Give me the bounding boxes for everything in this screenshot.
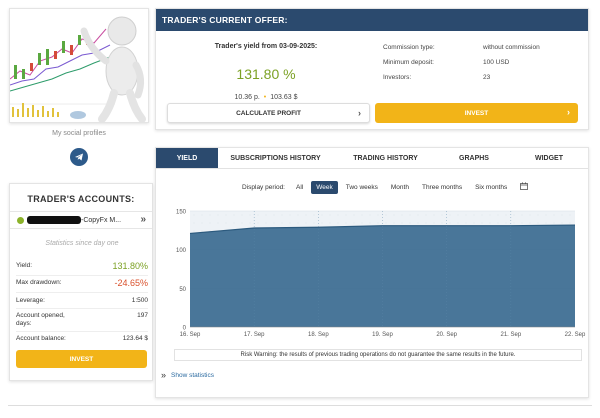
x-tick-label: 19. Sep bbox=[372, 332, 393, 338]
yield-area bbox=[190, 225, 575, 327]
detail-label: Investors: bbox=[383, 74, 412, 81]
social-profiles-label: My social profiles bbox=[52, 130, 106, 137]
x-tick-label: 17. Sep bbox=[244, 332, 265, 338]
accounts-title: TRADER'S ACCOUNTS: bbox=[27, 194, 135, 204]
account-opened-days-value: 197 bbox=[137, 312, 148, 319]
risk-warning: Risk Warning: the results of previous tr… bbox=[174, 349, 582, 361]
chevron-right-icon: › bbox=[358, 108, 361, 118]
trader-avatar-image bbox=[10, 9, 148, 122]
show-statistics-link[interactable]: » Show statistics bbox=[161, 370, 214, 380]
yield-value: 131.80% bbox=[112, 261, 148, 271]
detail-label: Commission type: bbox=[383, 44, 435, 51]
trader-avatar-card bbox=[9, 8, 149, 123]
account-balance-value: 123.64 $ bbox=[122, 335, 148, 342]
period-all[interactable]: All bbox=[296, 183, 304, 191]
yield-subvalues: 10.36 p. • 103.63 $ bbox=[156, 94, 376, 101]
calculate-profit-button[interactable]: CALCULATE PROFIT › bbox=[167, 103, 370, 123]
account-selector[interactable]: -CopyFx M... » bbox=[10, 211, 152, 229]
y-tick-label: 150 bbox=[176, 210, 187, 216]
commission-type-value: without commission bbox=[483, 44, 540, 51]
invest-label: INVEST bbox=[464, 109, 489, 117]
x-tick-label: 16. Sep bbox=[180, 332, 201, 338]
yield-value: 131.80 % bbox=[236, 66, 296, 82]
period-month[interactable]: Month bbox=[390, 183, 409, 191]
display-period-label: Display period: bbox=[242, 183, 285, 191]
show-statistics-label: Show statistics bbox=[171, 371, 215, 379]
chevron-right-icon: › bbox=[567, 107, 570, 117]
y-tick-label: 50 bbox=[179, 287, 186, 293]
period-three-months[interactable]: Three months bbox=[421, 183, 463, 191]
double-chevron-right-icon: » bbox=[161, 370, 167, 380]
leverage-value: 1:500 bbox=[131, 297, 148, 304]
calculate-profit-label: CALCULATE PROFIT bbox=[236, 109, 301, 117]
display-period-selector: Display period: All Week Two weeks Month… bbox=[242, 179, 536, 195]
calendar-icon[interactable] bbox=[515, 179, 533, 195]
y-tick-label: 100 bbox=[176, 248, 187, 254]
statistics-tabs-card: YIELD SUBSCRIPTIONS HISTORY TRADING HIST… bbox=[155, 147, 589, 398]
x-tick-label: 20. Sep bbox=[436, 332, 457, 338]
account-name: -CopyFx M... bbox=[81, 216, 122, 224]
invest-button[interactable]: INVEST bbox=[16, 350, 147, 368]
period-week[interactable]: Week bbox=[311, 180, 338, 194]
stat-label: Account balance: bbox=[16, 335, 66, 342]
trader-accounts-card: TRADER'S ACCOUNTS: -CopyFx M... » Statis… bbox=[9, 183, 153, 381]
x-tick-label: 21. Sep bbox=[500, 332, 521, 338]
redacted-account-name bbox=[27, 216, 81, 224]
x-tick-label: 18. Sep bbox=[308, 332, 329, 338]
stat-label: Max drawdown: bbox=[16, 279, 62, 286]
minimum-deposit-value: 100 USD bbox=[483, 59, 510, 66]
x-tick-label: 22. Sep bbox=[565, 332, 586, 338]
yield-line bbox=[189, 224, 576, 235]
tab-widget[interactable]: WIDGET bbox=[535, 154, 563, 162]
amount-value: 103.63 $ bbox=[270, 94, 298, 101]
current-offer-card: TRADER'S CURRENT OFFER: Trader's yield f… bbox=[155, 8, 589, 130]
stat-label: Yield: bbox=[16, 262, 33, 269]
offer-header: TRADER'S CURRENT OFFER: bbox=[156, 9, 588, 31]
period-six-months[interactable]: Six months bbox=[475, 183, 508, 191]
y-tick-label: 0 bbox=[183, 326, 187, 332]
points-value: 10.36 p. bbox=[234, 94, 260, 101]
detail-label: Minimum deposit: bbox=[383, 59, 434, 66]
dot-separator: • bbox=[263, 94, 267, 101]
telegram-icon[interactable] bbox=[70, 148, 88, 166]
investors-value: 23 bbox=[483, 74, 491, 81]
tab-subscriptions-history[interactable]: SUBSCRIPTIONS HISTORY bbox=[230, 154, 321, 162]
tab-bar: YIELD SUBSCRIPTIONS HISTORY TRADING HIST… bbox=[156, 148, 588, 169]
mascot-figure bbox=[70, 16, 146, 122]
invest-button[interactable]: INVEST › bbox=[375, 103, 578, 123]
max-drawdown-value: -24.65% bbox=[114, 278, 148, 288]
tab-yield[interactable]: YIELD bbox=[156, 148, 218, 168]
yield-chart: 0 50 100 150 16. Sep 17. Sep 18. Sep 19. Sep 20.… bbox=[176, 210, 586, 339]
period-two-weeks[interactable]: Two weeks bbox=[345, 183, 378, 191]
tab-graphs[interactable]: GRAPHS bbox=[459, 154, 489, 162]
double-chevron-right-icon[interactable]: » bbox=[140, 214, 146, 225]
stat-label: Leverage: bbox=[16, 297, 45, 304]
stat-label: Account opened, days: bbox=[16, 312, 65, 327]
statistics-since-label: Statistics since day one bbox=[45, 240, 119, 247]
account-status-dot bbox=[17, 216, 24, 224]
yield-title: Trader's yield from 03-09-2025: bbox=[214, 43, 318, 50]
tab-trading-history[interactable]: TRADING HISTORY bbox=[353, 154, 418, 162]
page-divider bbox=[8, 405, 592, 406]
